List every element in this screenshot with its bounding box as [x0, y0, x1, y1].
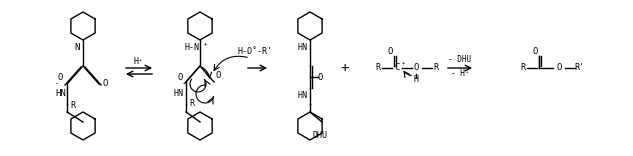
Text: -: - — [55, 80, 59, 86]
Text: N: N — [74, 44, 80, 53]
Text: R: R — [70, 102, 75, 110]
Text: O: O — [532, 46, 537, 56]
Text: O: O — [413, 63, 418, 73]
Text: +: + — [341, 61, 349, 75]
Text: -: - — [182, 80, 186, 86]
Text: O: O — [58, 73, 63, 83]
Text: HN: HN — [297, 44, 307, 53]
Text: O: O — [317, 73, 323, 81]
Text: O: O — [556, 63, 561, 73]
Text: O: O — [215, 71, 221, 80]
Text: O: O — [103, 80, 108, 88]
Text: R: R — [520, 63, 525, 73]
Text: +: + — [401, 61, 404, 66]
Text: H-O̊-R': H-O̊-R' — [237, 46, 272, 56]
Text: R: R — [189, 100, 194, 109]
Text: O: O — [177, 73, 183, 83]
Text: DHU: DHU — [313, 132, 327, 141]
Text: H⁺: H⁺ — [134, 56, 144, 66]
Text: - H⁺: - H⁺ — [451, 70, 469, 78]
Text: - DHU: - DHU — [448, 54, 472, 63]
Text: R': R' — [574, 63, 584, 73]
Text: HN: HN — [173, 90, 183, 98]
Text: +: + — [203, 41, 206, 46]
Text: H: H — [413, 76, 418, 85]
Text: HN: HN — [297, 92, 307, 100]
Text: C: C — [394, 63, 399, 73]
Text: H-N: H-N — [184, 44, 199, 53]
Text: HN: HN — [56, 90, 66, 98]
Text: O: O — [387, 46, 392, 56]
Text: R: R — [434, 63, 439, 73]
Text: R: R — [375, 63, 380, 73]
